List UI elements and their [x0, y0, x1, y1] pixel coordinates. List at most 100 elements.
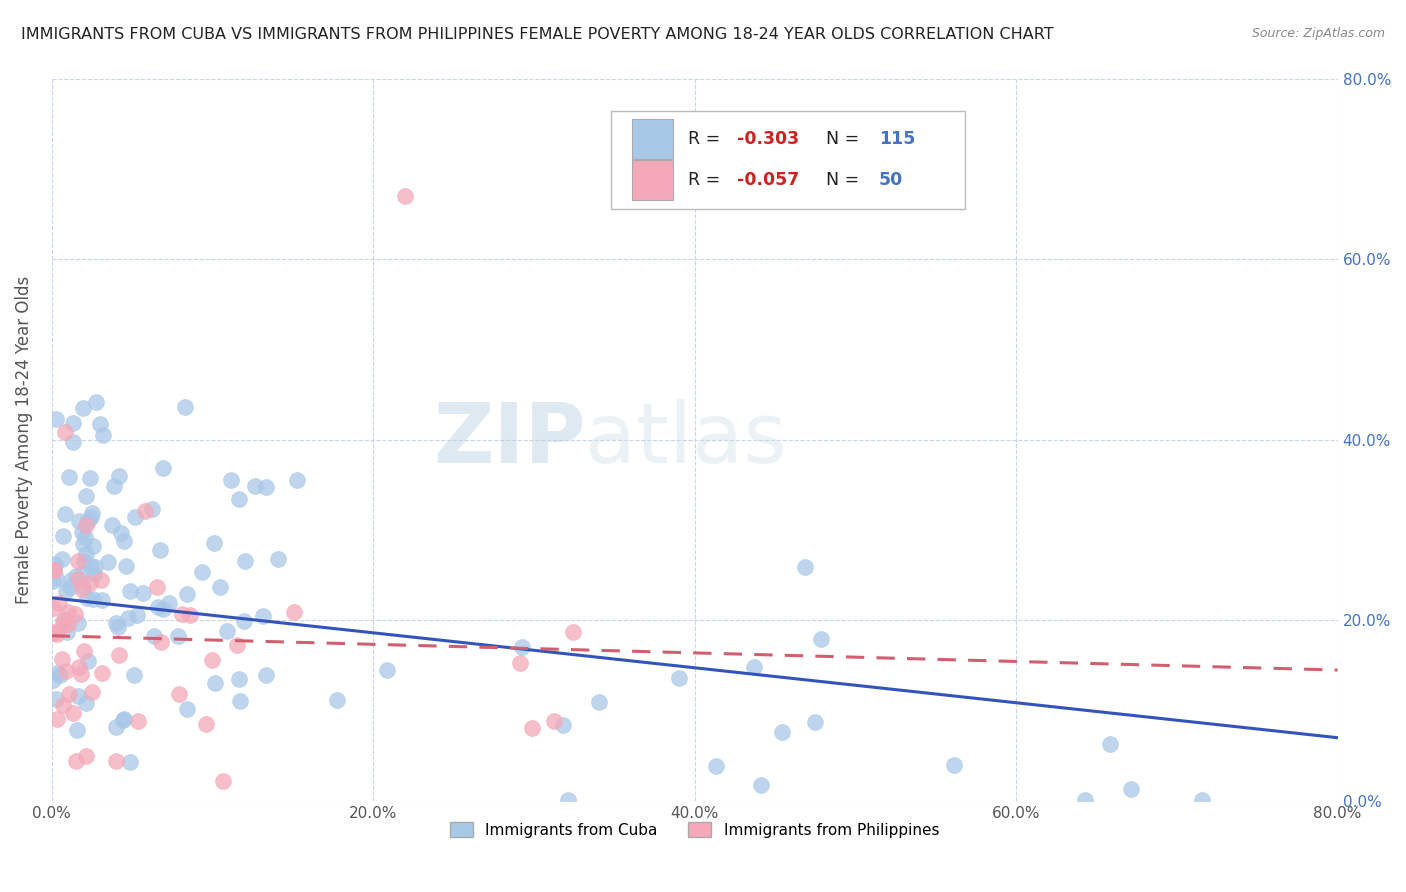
Point — [146, 600, 169, 615]
Point — [48, 596, 70, 610]
Point — [70, 525, 93, 540]
Point — [176, 587, 198, 601]
Point — [79, 575, 101, 590]
Point — [45, 627, 67, 641]
Point — [83, 566, 105, 581]
Point — [167, 687, 190, 701]
Y-axis label: Female Poverty Among 18-24 Year Olds: Female Poverty Among 18-24 Year Olds — [15, 276, 32, 604]
Point — [219, 473, 242, 487]
Point — [46, 712, 69, 726]
Point — [706, 759, 728, 773]
Point — [75, 696, 97, 710]
Point — [512, 640, 534, 654]
Point — [112, 712, 135, 726]
Point — [51, 552, 73, 566]
Point — [66, 690, 89, 704]
Point — [1121, 782, 1143, 797]
Point — [75, 489, 97, 503]
Point — [132, 586, 155, 600]
Point — [49, 668, 72, 682]
Point — [810, 632, 832, 646]
Point — [794, 560, 817, 574]
Point — [56, 624, 79, 639]
Point — [176, 701, 198, 715]
Text: R =: R = — [689, 171, 725, 189]
Point — [82, 539, 104, 553]
Point — [66, 554, 89, 568]
Point — [107, 620, 129, 634]
Point — [58, 687, 80, 701]
Point — [115, 558, 138, 573]
Point — [543, 714, 565, 729]
Point — [89, 417, 111, 432]
Point — [55, 583, 77, 598]
Point — [267, 552, 290, 566]
Point — [76, 591, 98, 606]
Point — [45, 692, 67, 706]
Point — [45, 412, 67, 426]
Point — [668, 672, 690, 686]
Point — [84, 559, 107, 574]
Point — [53, 425, 76, 439]
Point — [62, 416, 84, 430]
Point — [942, 757, 965, 772]
Point — [212, 773, 235, 788]
Point — [125, 608, 148, 623]
Point — [229, 694, 252, 708]
Point — [749, 779, 772, 793]
Point — [204, 536, 226, 550]
Point — [75, 547, 97, 561]
Point — [152, 601, 174, 615]
Point — [53, 612, 76, 626]
Point — [72, 582, 94, 596]
Point — [65, 754, 87, 768]
Text: N =: N = — [825, 171, 865, 189]
Point — [105, 720, 128, 734]
Point — [51, 651, 73, 665]
Point — [118, 755, 141, 769]
Point — [55, 664, 77, 678]
Point — [141, 501, 163, 516]
Point — [172, 607, 194, 621]
Point — [118, 584, 141, 599]
Point — [117, 611, 139, 625]
FancyBboxPatch shape — [612, 112, 965, 209]
Point — [194, 717, 217, 731]
Point — [233, 554, 256, 568]
Point — [112, 534, 135, 549]
Point — [1073, 793, 1095, 807]
Point — [108, 648, 131, 662]
Text: N =: N = — [825, 130, 865, 148]
Point — [72, 580, 94, 594]
Point — [201, 653, 224, 667]
Point — [58, 470, 80, 484]
Point — [42, 625, 65, 640]
Point — [326, 692, 349, 706]
Point — [561, 625, 583, 640]
Point — [283, 605, 305, 619]
Point — [520, 721, 543, 735]
Point — [75, 749, 97, 764]
Point — [42, 563, 65, 577]
Point — [56, 617, 79, 632]
Point — [254, 480, 277, 494]
Point — [52, 529, 75, 543]
Point — [215, 624, 238, 638]
Point — [127, 714, 149, 728]
Point — [44, 558, 66, 572]
Point — [42, 574, 65, 588]
Point — [52, 698, 75, 712]
Point — [157, 596, 180, 610]
Point — [72, 401, 94, 416]
Point — [93, 427, 115, 442]
Text: -0.303: -0.303 — [737, 130, 799, 148]
Point — [46, 666, 69, 681]
Point — [252, 609, 274, 624]
Point — [97, 555, 120, 569]
Point — [174, 401, 197, 415]
Point — [45, 571, 67, 585]
Point — [377, 663, 399, 677]
Point — [42, 626, 65, 640]
Point — [76, 654, 98, 668]
Point — [112, 714, 135, 728]
